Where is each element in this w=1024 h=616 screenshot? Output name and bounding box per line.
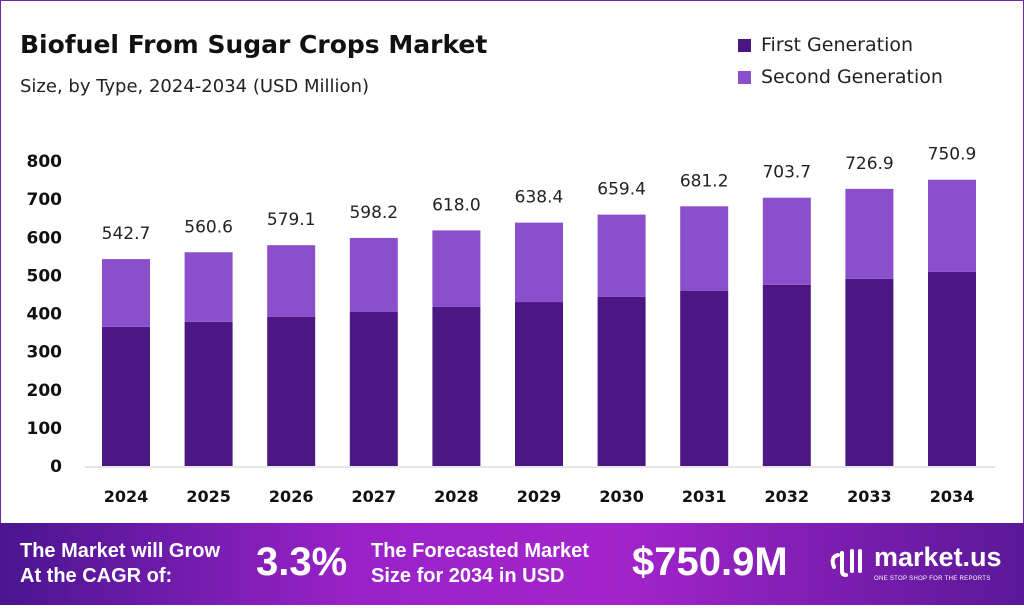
bar-first-generation xyxy=(680,291,729,466)
chart-subtitle: Size, by Type, 2024-2034 (USD Million) xyxy=(20,76,369,97)
y-tick-label: 100 xyxy=(27,419,63,439)
cagr-label-line2: At the CAGR of: xyxy=(20,565,173,587)
data-label: 618.0 xyxy=(432,195,481,215)
y-tick-label: 600 xyxy=(27,228,63,248)
bar-chart: 0 100 200 300 400 500 600 700 800 542.7 2024 560.6 2… xyxy=(27,145,995,506)
x-tick-label: 2025 xyxy=(186,487,231,506)
data-label: 659.4 xyxy=(597,180,646,200)
bar-second-generation xyxy=(597,214,646,297)
bar-first-generation xyxy=(102,326,150,466)
bar-first-generation xyxy=(184,321,233,466)
bar-second-generation xyxy=(102,259,150,327)
x-tick-label: 2024 xyxy=(104,487,149,506)
bar-first-generation xyxy=(597,296,646,466)
legend-swatch xyxy=(738,38,751,52)
x-tick-label: 2032 xyxy=(765,487,810,506)
legend-item-first-generation: First Generation xyxy=(738,34,913,56)
bar-first-generation xyxy=(762,284,811,466)
y-tick-label: 700 xyxy=(27,190,63,210)
legend-swatch xyxy=(738,70,751,84)
bar-second-generation xyxy=(515,222,563,303)
bar-second-generation xyxy=(267,245,316,317)
logo-wordmark: market.us ONE STOP SHOP FOR THE REPORTS xyxy=(874,541,1002,583)
y-tick-label: 300 xyxy=(27,343,63,363)
bar-first-generation xyxy=(267,316,316,466)
data-label: 560.6 xyxy=(184,217,233,237)
bar-first-generation xyxy=(845,278,894,466)
forecast-label: The Forecasted Market Size for 2034 in U… xyxy=(371,539,589,589)
forecast-value: $750.9M xyxy=(632,540,788,584)
y-tick-label: 400 xyxy=(27,305,63,325)
x-tick-label: 2033 xyxy=(847,487,892,506)
bar-second-generation xyxy=(349,237,398,312)
data-label: 750.9 xyxy=(928,145,977,165)
data-label: 598.2 xyxy=(349,203,398,223)
y-tick-label: 500 xyxy=(27,266,63,286)
x-tick-label: 2034 xyxy=(930,487,975,506)
x-tick-label: 2028 xyxy=(434,487,479,506)
y-tick-label: 0 xyxy=(50,457,62,477)
forecast-label-line1: The Forecasted Market xyxy=(371,540,589,562)
y-tick-label: 800 xyxy=(27,152,63,172)
logo-tagline: ONE STOP SHOP FOR THE REPORTS xyxy=(874,576,991,582)
bar-second-generation xyxy=(762,197,811,285)
legend-item-second-generation: Second Generation xyxy=(738,66,943,88)
data-label: 726.9 xyxy=(845,154,894,174)
bar-second-generation xyxy=(928,179,976,272)
logo-icon xyxy=(830,549,862,577)
bar-first-generation xyxy=(928,271,976,466)
data-label: 681.2 xyxy=(680,171,729,191)
bar-second-generation xyxy=(680,206,729,292)
bar-second-generation xyxy=(845,188,894,279)
cagr-value: 3.3% xyxy=(256,540,348,584)
forecast-label-line2: Size for 2034 in USD xyxy=(371,565,565,587)
x-tick-label: 2030 xyxy=(599,487,644,506)
market-us-logo: market.us ONE STOP SHOP FOR THE REPORTS xyxy=(828,541,1002,583)
bar-second-generation xyxy=(184,252,233,322)
bar-first-generation xyxy=(515,302,563,466)
x-tick-label: 2029 xyxy=(517,487,562,506)
logo-text: market.us xyxy=(874,542,1002,572)
data-label: 638.4 xyxy=(515,188,564,208)
data-label: 579.1 xyxy=(267,210,316,230)
x-tick-label: 2027 xyxy=(352,487,397,506)
footer-banner: The Market will Grow At the CAGR of: 3.3… xyxy=(0,523,1024,605)
x-tick-label: 2026 xyxy=(269,487,314,506)
data-label: 703.7 xyxy=(762,163,811,183)
legend-label: First Generation xyxy=(761,34,914,56)
y-tick-label: 200 xyxy=(27,381,63,401)
legend-label: Second Generation xyxy=(761,66,943,88)
data-label: 542.7 xyxy=(102,224,151,244)
bar-second-generation xyxy=(432,230,481,308)
chart-title: Biofuel From Sugar Crops Market xyxy=(20,30,488,59)
cagr-label: The Market will Grow At the CAGR of: xyxy=(20,539,220,589)
bar-first-generation xyxy=(349,311,398,466)
x-tick-label: 2031 xyxy=(682,487,727,506)
bar-first-generation xyxy=(432,307,481,466)
cagr-label-line1: The Market will Grow xyxy=(20,540,221,562)
